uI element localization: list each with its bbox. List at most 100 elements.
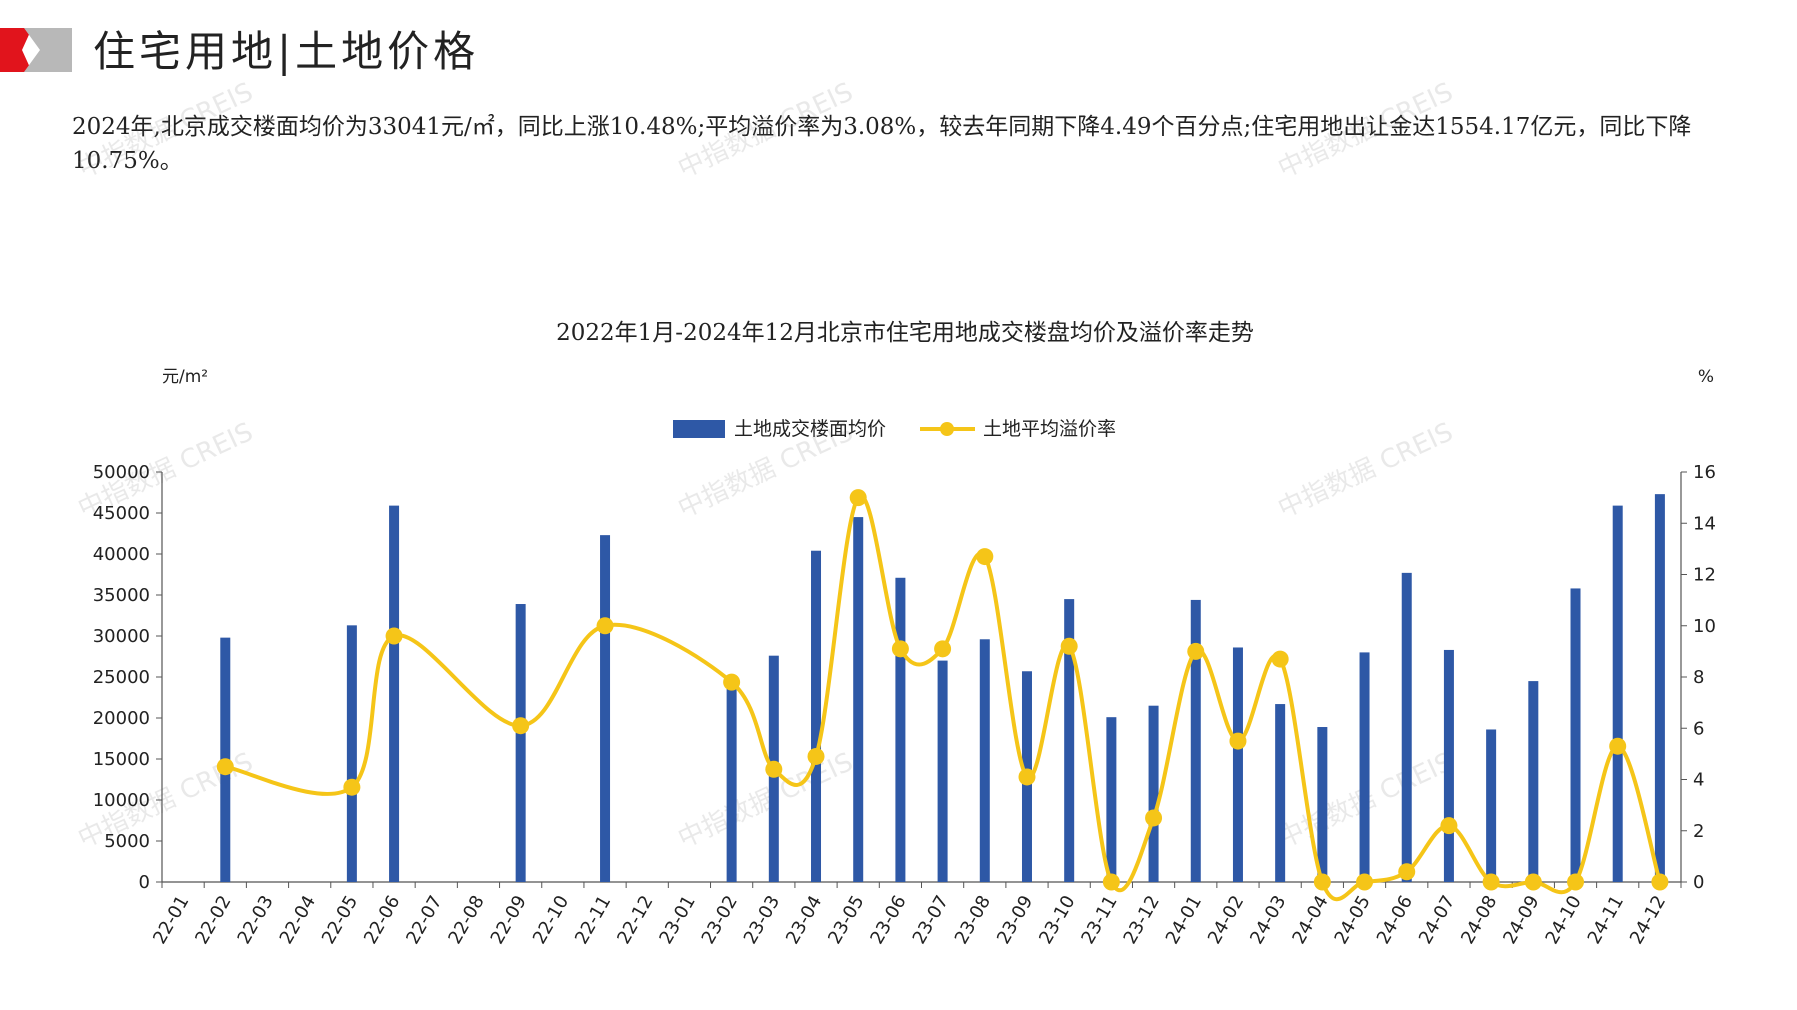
legend-bar-swatch [673,420,725,438]
price-bar [1443,649,1454,882]
right-tick-label: 2 [1693,821,1704,842]
price-bar [1401,572,1412,882]
price-bar [1654,494,1665,882]
x-tick-label: 23-01 [655,892,699,948]
left-tick-label: 30000 [93,626,150,647]
x-tick-label: 22-04 [276,892,320,948]
x-tick-label: 23-07 [909,892,953,948]
premium-rate-point [1102,873,1120,891]
right-tick-label: 14 [1693,513,1716,534]
x-tick-label: 22-12 [613,892,657,948]
x-tick-label: 22-03 [233,892,277,948]
right-tick-label: 8 [1693,667,1704,688]
premium-rate-point [512,717,530,735]
x-tick-label: 23-04 [782,892,826,948]
x-tick-label: 22-01 [149,892,193,948]
right-tick-label: 12 [1693,565,1716,586]
premium-rate-point [1440,817,1458,835]
premium-rate-point [1018,768,1036,786]
x-tick-label: 24-01 [1162,892,1206,948]
x-tick-label: 24-07 [1415,892,1459,948]
x-tick-label: 23-12 [1120,892,1164,948]
price-bar [979,639,990,882]
premium-rate-point [596,617,614,635]
gray-chevron-shape [24,28,72,72]
price-bar [1148,705,1159,882]
x-tick-label: 22-06 [360,892,404,948]
left-tick-label: 15000 [93,749,150,770]
premium-rate-point [1187,642,1205,660]
premium-rate-point [1060,637,1078,655]
premium-rate-point [1482,873,1500,891]
left-tick-label: 40000 [93,544,150,565]
premium-rate-point [343,778,361,796]
legend: 土地成交楼面均价 土地平均溢价率 [673,418,1116,440]
left-tick-label: 45000 [93,503,150,524]
price-premium-chart: 2022年1月-2024年12月北京市住宅用地成交楼盘均价及溢价率走势 元/m²… [93,320,1716,948]
premium-rate-point [723,673,741,691]
price-bar [726,682,737,882]
premium-rate-point [765,760,783,778]
premium-rate-point [1313,873,1331,891]
premium-rate-point [1356,873,1374,891]
premium-rate-point [1524,873,1542,891]
price-bar [1106,717,1117,882]
premium-rate-point [1271,650,1289,668]
summary-paragraph: 2024年,北京成交楼面均价为33041元/㎡，同比上涨10.48%;平均溢价率… [72,114,1692,174]
price-bar [1232,647,1243,882]
legend-line-label: 土地平均溢价率 [983,418,1116,440]
red-chevron-shape [0,28,32,72]
page-title: 住宅用地|土地价格 [93,27,480,76]
x-tick-label: 24-04 [1288,892,1332,948]
left-axis-unit: 元/m² [162,367,208,387]
price-bar [1486,729,1497,882]
price-bar [1528,681,1539,882]
price-bar [389,505,400,882]
premium-rate-point [385,627,403,645]
left-tick-label: 10000 [93,790,150,811]
price-bar [1190,599,1201,882]
premium-rate-point [891,640,909,658]
right-tick-label: 6 [1693,718,1704,739]
x-tick-label: 24-12 [1626,892,1670,948]
header-logo-mark [0,28,72,72]
x-tick-label: 23-02 [698,892,742,948]
x-tick-label: 24-03 [1246,892,1290,948]
premium-rate-point [849,489,867,507]
x-tick-label: 22-11 [571,892,615,948]
right-tick-label: 10 [1693,616,1716,637]
premium-rate-point [1651,873,1669,891]
x-tick-label: 22-08 [444,892,488,948]
right-tick-label: 4 [1693,770,1704,791]
x-tick-label: 23-11 [1077,892,1121,948]
x-tick-label: 24-09 [1499,892,1543,948]
x-tick-label: 24-06 [1373,892,1417,948]
left-tick-label: 5000 [104,831,150,852]
left-tick-label: 20000 [93,708,150,729]
left-tick-label: 0 [139,872,150,893]
x-tick-label: 22-09 [487,892,531,948]
premium-rate-point [1229,732,1247,750]
premium-rate-point [1567,873,1585,891]
price-bar [515,604,526,882]
price-bar [1275,704,1286,882]
price-bar [600,535,611,882]
legend-line-marker [940,422,954,436]
x-tick-label: 22-05 [318,892,362,948]
x-tick-label: 22-02 [191,892,235,948]
price-bar [811,550,822,882]
left-tick-label: 50000 [93,462,150,483]
x-tick-label: 22-07 [402,892,446,948]
x-tick-label: 23-09 [993,892,1037,948]
price-bar [1359,652,1370,882]
x-tick-label: 24-08 [1457,892,1501,948]
left-tick-label: 35000 [93,585,150,606]
price-bar [1317,727,1328,882]
premium-rate-point [1609,737,1627,755]
price-bar [346,625,357,882]
x-tick-label: 23-03 [740,892,784,948]
x-tick-label: 24-10 [1542,892,1586,948]
price-bar [937,660,948,882]
x-tick-label: 24-02 [1204,892,1248,948]
left-tick-label: 25000 [93,667,150,688]
